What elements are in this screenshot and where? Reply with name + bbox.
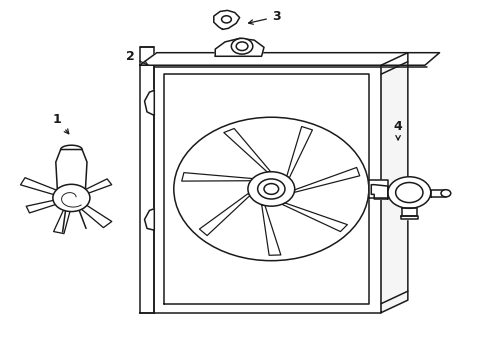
Polygon shape: [83, 179, 111, 194]
Polygon shape: [380, 53, 407, 313]
Polygon shape: [154, 65, 380, 313]
Polygon shape: [224, 129, 270, 172]
Polygon shape: [54, 208, 70, 234]
Circle shape: [53, 184, 90, 212]
Polygon shape: [26, 200, 58, 213]
Circle shape: [387, 177, 430, 208]
Circle shape: [173, 117, 368, 261]
Polygon shape: [20, 178, 59, 195]
Circle shape: [440, 190, 450, 197]
Text: 4: 4: [393, 120, 402, 140]
Polygon shape: [182, 173, 252, 181]
Polygon shape: [430, 190, 445, 197]
Circle shape: [247, 172, 294, 206]
Polygon shape: [400, 216, 417, 220]
Polygon shape: [286, 126, 312, 178]
Circle shape: [231, 39, 252, 54]
Polygon shape: [213, 10, 239, 30]
Polygon shape: [370, 185, 387, 199]
Text: 2: 2: [125, 50, 148, 65]
Polygon shape: [401, 208, 416, 216]
Text: 3: 3: [248, 10, 280, 24]
Polygon shape: [80, 204, 112, 228]
Circle shape: [221, 16, 231, 23]
Polygon shape: [261, 204, 280, 255]
Polygon shape: [56, 149, 87, 196]
Polygon shape: [199, 193, 249, 235]
Circle shape: [257, 179, 285, 199]
Polygon shape: [282, 203, 346, 231]
Polygon shape: [144, 209, 154, 230]
Text: 1: 1: [52, 113, 69, 134]
Polygon shape: [368, 180, 387, 198]
Polygon shape: [140, 53, 439, 65]
Polygon shape: [144, 90, 154, 116]
Polygon shape: [140, 47, 154, 313]
Polygon shape: [294, 167, 359, 192]
Polygon shape: [215, 39, 264, 56]
